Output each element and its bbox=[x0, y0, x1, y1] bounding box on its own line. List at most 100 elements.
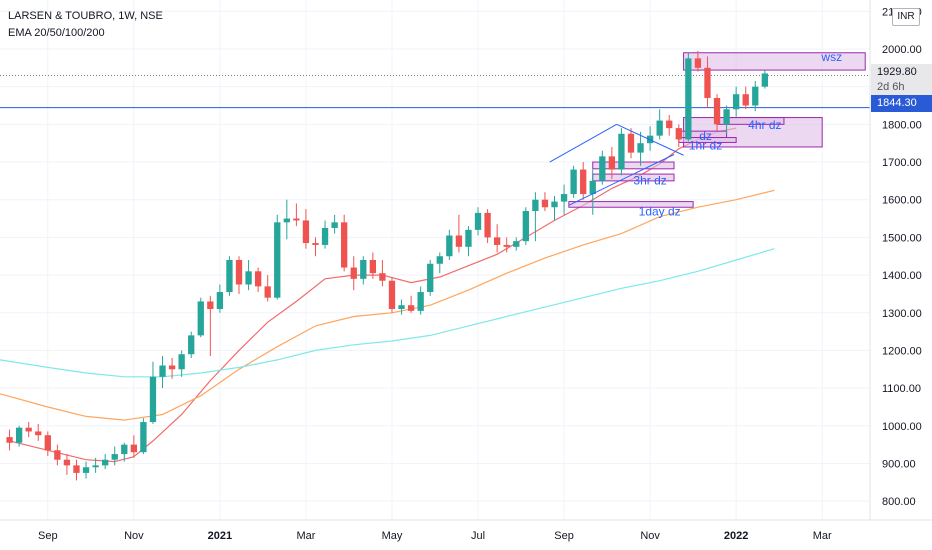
candle bbox=[63, 454, 71, 475]
price-tick-label: 1600.00 bbox=[882, 195, 922, 207]
candle bbox=[551, 195, 558, 221]
candle-body bbox=[350, 267, 357, 279]
candle bbox=[216, 284, 224, 313]
candle-body bbox=[73, 465, 80, 473]
candle-body bbox=[54, 450, 61, 460]
channel-lines[interactable] bbox=[549, 123, 684, 206]
candle bbox=[341, 214, 348, 272]
candle-body bbox=[761, 73, 768, 87]
zone-box[interactable] bbox=[683, 52, 866, 71]
candle bbox=[140, 418, 147, 455]
candle-body bbox=[312, 243, 319, 245]
candle bbox=[455, 214, 463, 253]
currency-badge[interactable]: INR bbox=[892, 8, 920, 26]
candle-body bbox=[341, 222, 348, 268]
candle-body bbox=[130, 444, 138, 453]
zone-box[interactable] bbox=[592, 161, 675, 170]
time-tick-label: Nov bbox=[124, 530, 144, 542]
time-tick-label: Jul bbox=[471, 530, 485, 542]
candle bbox=[35, 423, 42, 441]
candle bbox=[474, 207, 482, 236]
candle bbox=[589, 169, 596, 215]
candle bbox=[197, 297, 204, 338]
candle bbox=[465, 226, 472, 257]
current-price-value: 1929.80 bbox=[877, 66, 917, 78]
candle bbox=[54, 444, 61, 466]
time-tick-label: 2021 bbox=[208, 530, 232, 542]
candle bbox=[541, 192, 549, 212]
candle-body bbox=[618, 133, 625, 170]
candle bbox=[427, 260, 434, 296]
symbol-title[interactable]: LARSEN & TOUBRO, 1W, NSE bbox=[8, 10, 163, 22]
channel-line[interactable] bbox=[549, 123, 617, 163]
candle bbox=[656, 109, 663, 140]
candle-body bbox=[331, 222, 338, 228]
candle bbox=[532, 192, 539, 242]
indicator-legend[interactable]: EMA 20/50/100/200 bbox=[8, 27, 105, 39]
candle-body bbox=[264, 286, 271, 298]
time-axis[interactable]: Sep Nov 2021 Mar May Jul Sep Nov 2022 Mar bbox=[0, 519, 932, 542]
candle bbox=[484, 209, 491, 244]
zone-boxes[interactable] bbox=[568, 52, 866, 208]
candle-body bbox=[216, 292, 224, 309]
zone-label: 4hr dz bbox=[748, 118, 781, 132]
candle-body bbox=[63, 459, 71, 466]
candles bbox=[6, 50, 768, 481]
candle bbox=[283, 199, 290, 240]
candle bbox=[6, 429, 13, 451]
candle bbox=[599, 150, 606, 185]
candle-body bbox=[436, 256, 443, 264]
candle-body bbox=[493, 237, 501, 245]
channel-line[interactable] bbox=[616, 123, 684, 156]
channel-line[interactable] bbox=[568, 154, 675, 206]
current-price-label: 1929.80 2d 6h bbox=[871, 64, 932, 96]
candle bbox=[360, 256, 367, 285]
ema-100-line bbox=[0, 248, 775, 378]
candle-body bbox=[522, 211, 529, 242]
candle bbox=[235, 256, 243, 294]
candle-body bbox=[140, 422, 147, 453]
time-tick-label: Mar bbox=[296, 530, 315, 542]
price-tick-label: 1200.00 bbox=[882, 345, 922, 357]
candle bbox=[580, 162, 587, 200]
candle bbox=[15, 425, 23, 447]
candle bbox=[675, 124, 682, 147]
candle-body bbox=[532, 199, 539, 212]
candle-body bbox=[35, 431, 42, 436]
candle bbox=[369, 252, 377, 279]
time-tick-label: Sep bbox=[554, 530, 574, 542]
countdown-value: 2d 6h bbox=[877, 81, 905, 93]
candle bbox=[102, 454, 109, 470]
zone-box[interactable] bbox=[568, 201, 694, 208]
candle-body bbox=[551, 201, 558, 208]
candle bbox=[398, 299, 405, 315]
price-tick-label: 800.00 bbox=[882, 496, 916, 508]
candle bbox=[513, 237, 520, 251]
candle-body bbox=[732, 94, 740, 110]
candle-body bbox=[188, 335, 195, 355]
candle bbox=[274, 214, 281, 300]
time-tick-label: May bbox=[382, 530, 403, 542]
candle bbox=[752, 81, 759, 112]
candle-body bbox=[274, 222, 281, 298]
zone-label: 1hr dz bbox=[689, 139, 722, 153]
candle bbox=[379, 260, 386, 287]
zone-label: wsz bbox=[820, 50, 842, 64]
time-tick-label: Mar bbox=[813, 530, 832, 542]
zone-label: dz bbox=[699, 129, 712, 143]
price-tick-label: 1000.00 bbox=[882, 421, 922, 433]
candle bbox=[713, 94, 721, 132]
ema-50-line bbox=[0, 189, 775, 421]
price-tick-label: 2000.00 bbox=[882, 44, 922, 56]
candle bbox=[637, 131, 644, 166]
candle-body bbox=[541, 199, 549, 208]
candle-body bbox=[245, 271, 252, 285]
price-tick-label: 900.00 bbox=[882, 458, 916, 470]
candle bbox=[293, 203, 300, 227]
candle bbox=[627, 128, 635, 159]
candle bbox=[92, 457, 99, 473]
candle bbox=[168, 357, 176, 379]
candle bbox=[417, 286, 424, 315]
